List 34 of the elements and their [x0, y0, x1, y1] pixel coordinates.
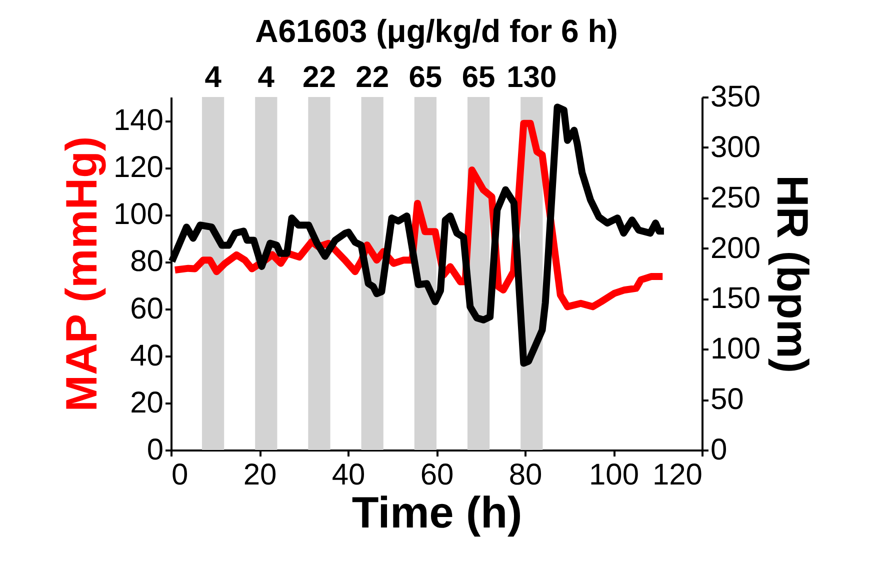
band-label: 22	[302, 61, 336, 94]
y-tick-label: 60	[130, 292, 164, 326]
band-label: 4	[204, 61, 222, 94]
y2-tick-label: 200	[710, 232, 761, 265]
x-tick-label: 60	[420, 458, 454, 492]
y-tick-label: 140	[113, 104, 164, 138]
y-tick-label: 100	[113, 198, 164, 232]
y-tick-label: 40	[130, 339, 164, 372]
y2-tick-label: 150	[710, 282, 761, 316]
chart-title: A61603 (μg/kg/d for 6 h)	[255, 13, 618, 49]
band-label: 65	[462, 61, 496, 94]
x-axis-title: Time (h)	[352, 488, 522, 538]
x-tick-label: 80	[508, 458, 542, 492]
x-tick-label: 40	[332, 458, 366, 492]
y-axis-title: MAP (mmHg)	[57, 136, 106, 412]
band-label: 130	[506, 61, 557, 94]
y-tick-label: 80	[130, 245, 164, 278]
y2-tick-label: 50	[710, 383, 744, 416]
band-label: 22	[356, 61, 390, 94]
y2-tick-label: 250	[710, 181, 761, 214]
band-label: 4	[258, 61, 275, 94]
y2-tick-label: 300	[710, 130, 761, 164]
y2-tick-label: 350	[710, 80, 761, 114]
band-label: 65	[408, 61, 442, 94]
y-tick-label: 20	[130, 386, 164, 420]
x-tick-label: 100	[588, 458, 640, 492]
y-tick-label: 120	[113, 151, 164, 184]
x-tick-label: 20	[243, 458, 277, 492]
y2-tick-label: 0	[710, 434, 728, 466]
y2-axis-title: HR (bpm)	[768, 175, 817, 373]
y2-tick-label: 100	[710, 332, 761, 366]
x-tick-label: 120	[652, 458, 702, 492]
x-tick-label: 0	[172, 458, 188, 492]
y-tick-label: 0	[146, 434, 164, 466]
